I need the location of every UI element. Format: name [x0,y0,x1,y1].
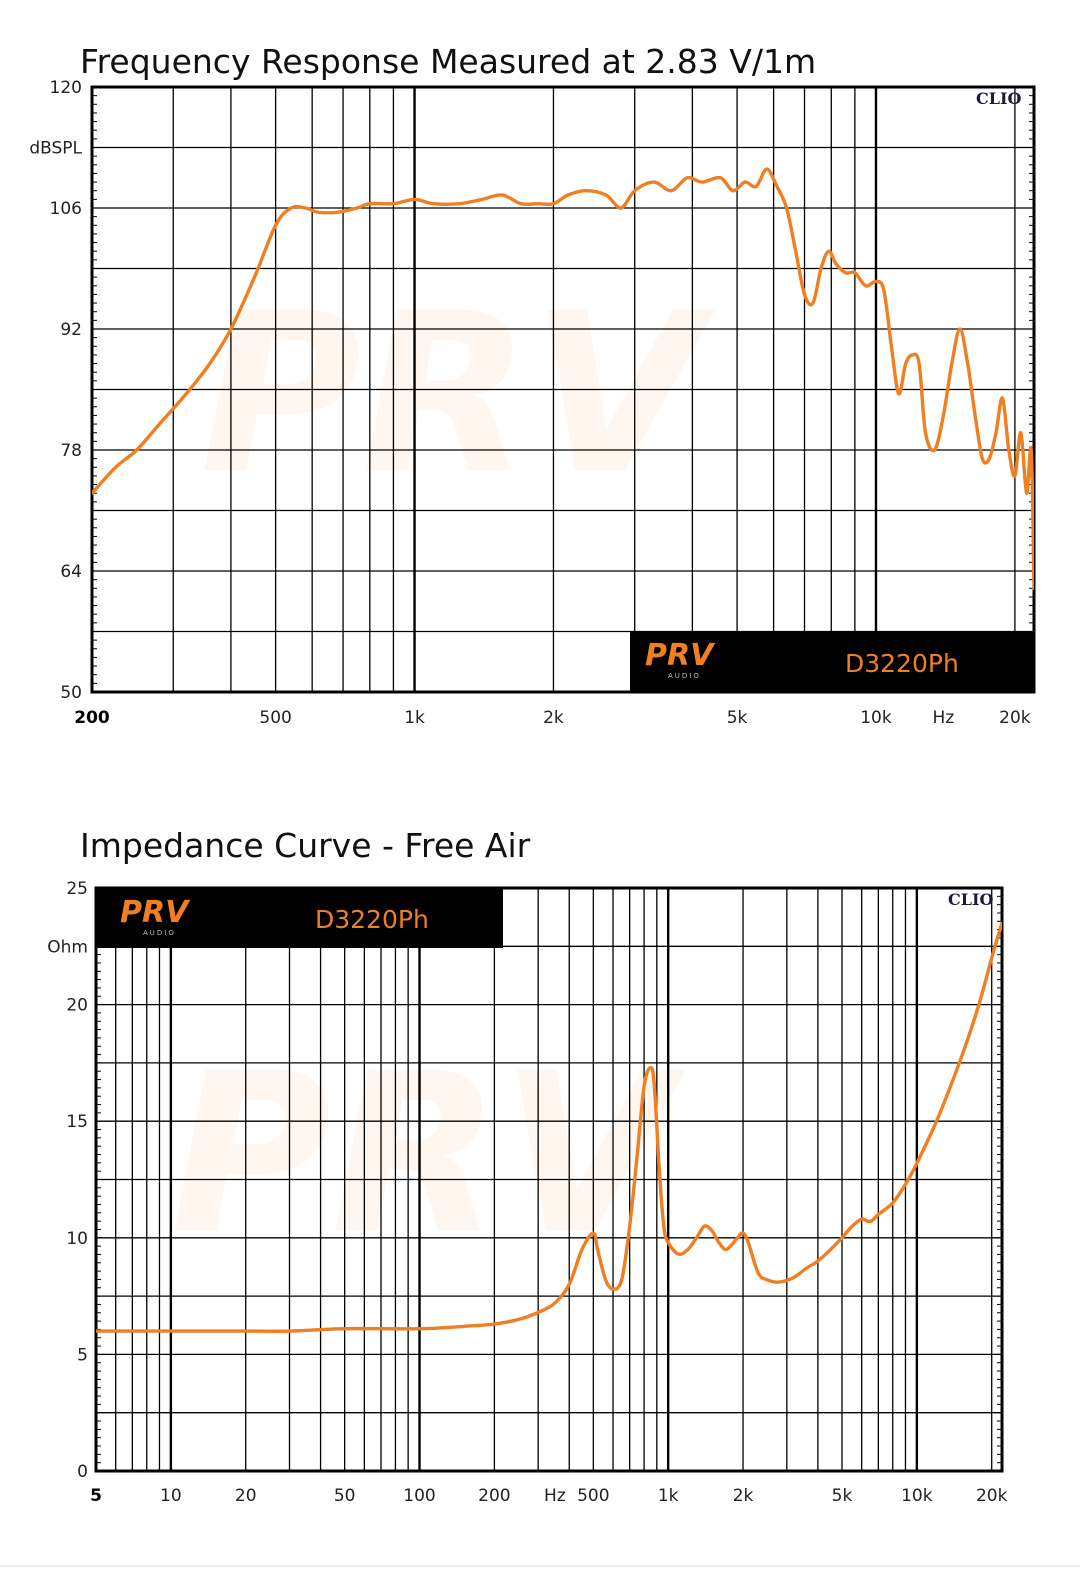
model-name: D3220Ph [845,649,959,678]
brand-box: PRV AUDIO D3220Ph [96,888,503,948]
y-axis-ticks: 120 dBSPL 106 92 78 64 50 [29,78,82,703]
y-tick-label: 92 [60,320,82,340]
watermark-logo: PRV [170,1026,686,1282]
chart-title: Frequency Response Measured at 2.83 V/1m [80,42,816,81]
series-line [92,167,1034,590]
y-tick-label: 10 [66,1229,88,1249]
brand-logo-subtitle: AUDIO [143,929,176,937]
y-tick-label: 64 [60,562,82,582]
x-tick-label: 20k [976,1486,1008,1506]
y-tick-label: dBSPL [29,139,82,159]
clio-label: CLIO [976,89,1021,108]
plot-area [96,921,1002,1333]
y-tick-label: 50 [60,683,82,703]
x-tick-label: Hz [544,1486,566,1506]
x-tick-label: Hz [933,708,955,728]
brand-box-background [96,888,503,948]
y-tick-label: 78 [60,441,82,461]
brand-box-background [630,632,1034,692]
y-tick-label: 106 [50,199,82,219]
watermark-logo: PRV [200,266,716,522]
grid [92,86,1034,693]
brand-logo: PRV [120,895,191,930]
series-line [96,921,1002,1333]
brand-logo: PRV [645,638,716,673]
model-name: D3220Ph [315,905,429,934]
x-tick-label: 1k [658,1486,679,1506]
plot-area [92,167,1034,590]
x-tick-label: 5k [727,708,748,728]
y-tick-label: 120 [50,78,82,98]
clio-label: CLIO [948,890,993,909]
y-tick-label: 25 [66,879,88,899]
y-tick-label: 15 [66,1112,88,1132]
x-tick-label: 200 [478,1486,510,1506]
x-tick-label: 10 [160,1486,182,1506]
grid [96,887,1002,1472]
impedance-chart: Impedance Curve - Free Air PRV 25 Ohm 20 15… [47,826,1007,1506]
x-tick-label: 50 [334,1486,356,1506]
x-tick-label: 2k [733,1486,754,1506]
x-tick-label: 5k [832,1486,853,1506]
chart-title: Impedance Curve - Free Air [80,826,531,865]
brand-logo-subtitle: AUDIO [668,672,701,680]
x-tick-label: 10k [901,1486,933,1506]
y-tick-label: 0 [77,1462,88,1482]
x-tick-label: 10k [860,708,892,728]
x-axis-ticks: 200 500 1k 2k 5k 10k Hz 20k [74,708,1031,728]
y-axis-ticks: 25 Ohm 20 15 10 5 0 [47,879,88,1482]
x-tick-label: 500 [577,1486,609,1506]
x-tick-label: 200 [74,708,110,728]
x-tick-label: 1k [404,708,425,728]
y-tick-label: 20 [66,996,88,1016]
x-tick-label: 500 [259,708,291,728]
x-tick-label: 100 [403,1486,435,1506]
x-tick-label: 5 [90,1486,102,1506]
y-tick-label: 5 [77,1345,88,1365]
x-tick-label: 2k [543,708,564,728]
x-tick-label: 20 [235,1486,257,1506]
y-tick-label: Ohm [47,937,88,957]
frequency-response-chart: Frequency Response Measured at 2.83 V/1m… [29,42,1036,728]
brand-box: PRV AUDIO D3220Ph [630,632,1034,692]
x-tick-label: 20k [999,708,1031,728]
x-axis-ticks: 5 10 20 50 100 200 Hz 500 1k 2k 5k 10k 20k [90,1486,1008,1506]
